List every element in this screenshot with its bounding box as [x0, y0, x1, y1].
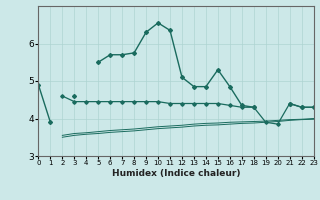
X-axis label: Humidex (Indice chaleur): Humidex (Indice chaleur): [112, 169, 240, 178]
